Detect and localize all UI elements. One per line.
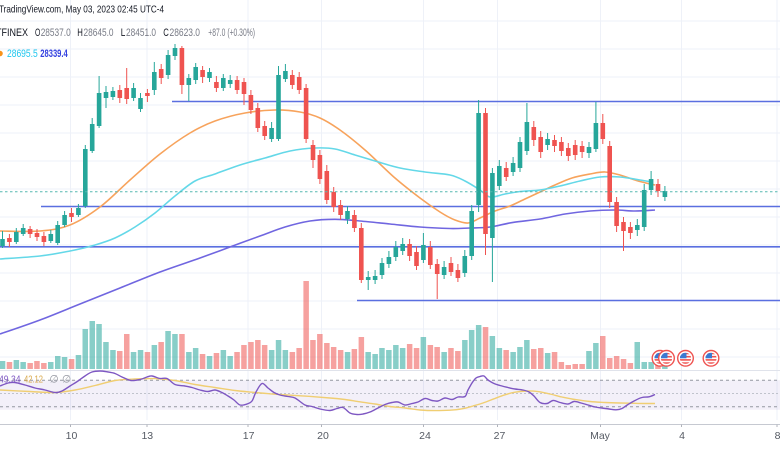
- svg-text:+87.0 (+0.30%): +87.0 (+0.30%): [208, 27, 255, 39]
- svg-text:10: 10: [66, 430, 78, 442]
- svg-text:4: 4: [679, 430, 685, 442]
- svg-text:L: L: [121, 27, 126, 39]
- svg-text:TFINEX: TFINEX: [0, 27, 29, 39]
- svg-text:28537.0: 28537.0: [41, 27, 71, 39]
- svg-text:H: H: [77, 27, 83, 39]
- svg-text:C: C: [163, 27, 169, 39]
- svg-text:TradingView.com, May 03, 2023: TradingView.com, May 03, 2023 02:45 UTC-…: [0, 4, 164, 16]
- svg-text:49.34: 49.34: [0, 374, 21, 385]
- svg-text:O: O: [35, 27, 41, 39]
- svg-text:13: 13: [141, 430, 153, 442]
- svg-text:42.12: 42.12: [24, 374, 43, 385]
- svg-text:May: May: [590, 430, 611, 442]
- svg-text:∅: ∅: [62, 374, 71, 386]
- svg-text:28623.0: 28623.0: [170, 27, 201, 39]
- svg-text:28645.0: 28645.0: [84, 27, 114, 39]
- svg-text:28339.4: 28339.4: [40, 48, 68, 60]
- svg-text:17: 17: [243, 430, 255, 442]
- svg-text:28695.5: 28695.5: [7, 48, 38, 60]
- svg-text:27: 27: [494, 430, 506, 442]
- svg-text:20: 20: [317, 430, 329, 442]
- svg-text:8: 8: [775, 430, 780, 442]
- svg-text:24: 24: [419, 430, 431, 442]
- svg-text:28451.0: 28451.0: [126, 27, 156, 39]
- svg-text:∅: ∅: [50, 374, 59, 386]
